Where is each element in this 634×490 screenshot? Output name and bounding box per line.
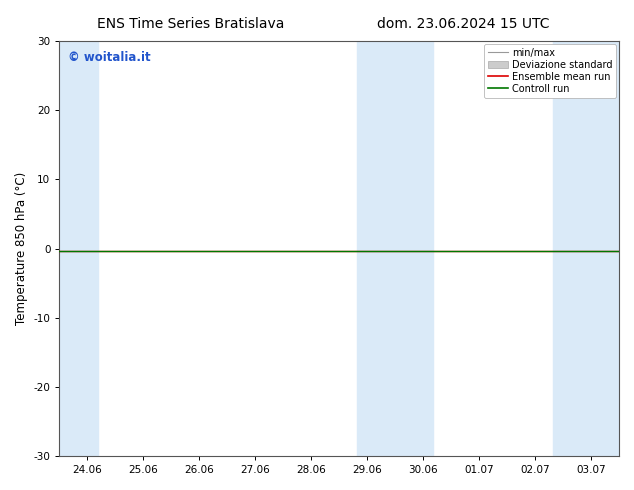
Bar — [553, 41, 619, 456]
Text: ENS Time Series Bratislava: ENS Time Series Bratislava — [96, 17, 284, 31]
Y-axis label: Temperature 850 hPa (°C): Temperature 850 hPa (°C) — [15, 172, 28, 325]
Bar — [357, 41, 433, 456]
Text: © woitalia.it: © woitalia.it — [68, 51, 150, 64]
Bar — [60, 41, 98, 456]
Text: dom. 23.06.2024 15 UTC: dom. 23.06.2024 15 UTC — [377, 17, 549, 31]
Legend: min/max, Deviazione standard, Ensemble mean run, Controll run: min/max, Deviazione standard, Ensemble m… — [484, 44, 616, 98]
